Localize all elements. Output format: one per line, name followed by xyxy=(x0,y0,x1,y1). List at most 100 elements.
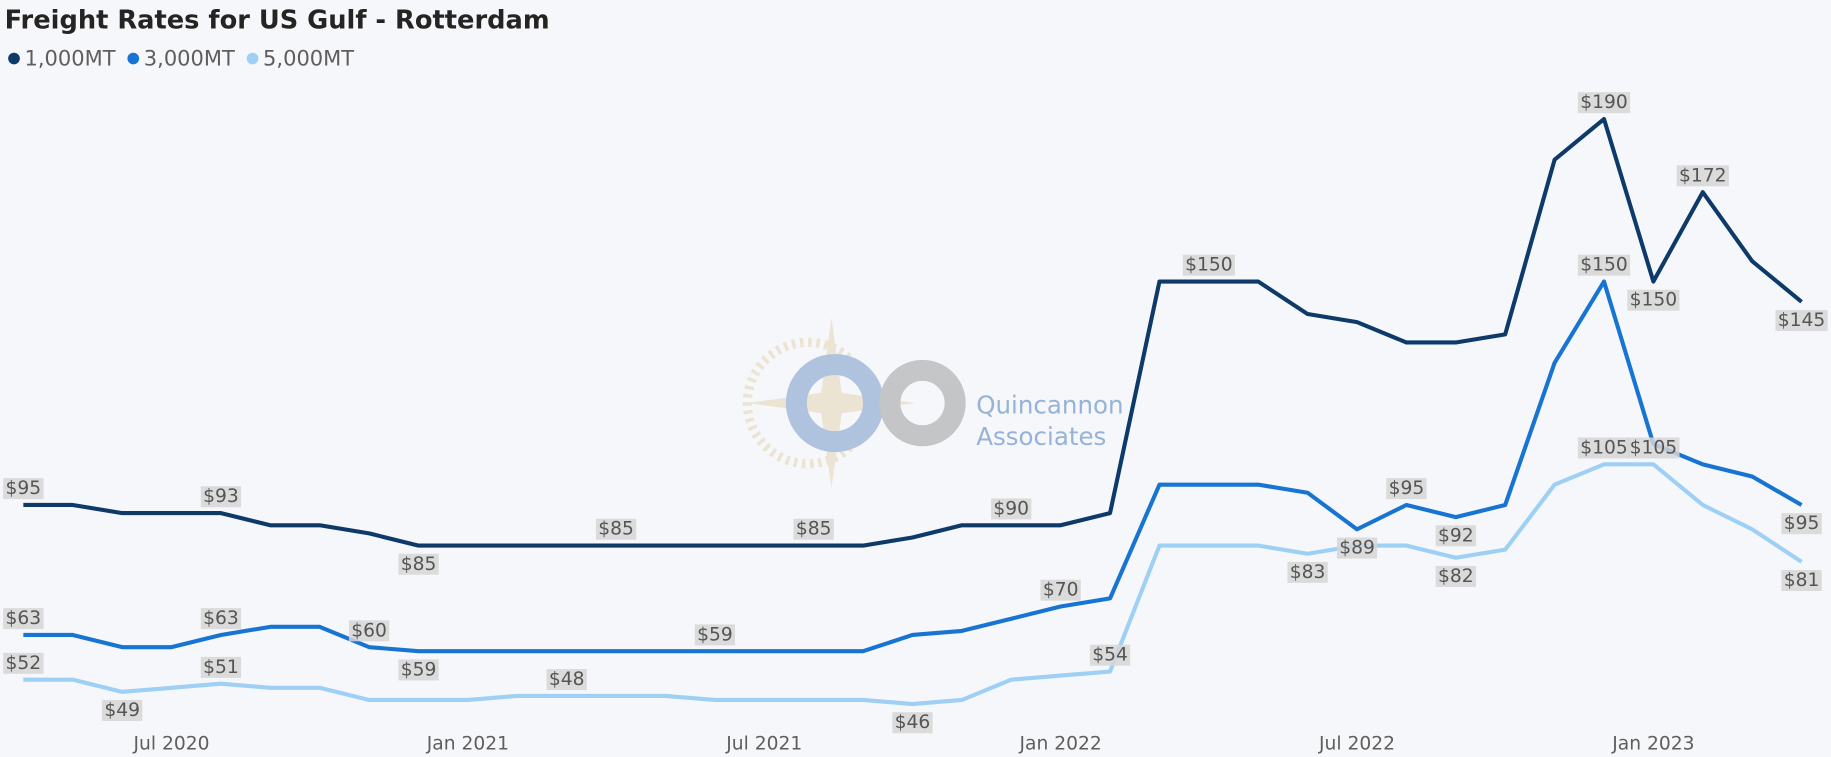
data-label: $145 xyxy=(1775,310,1828,332)
x-tick-label: Jan 2023 xyxy=(1611,733,1694,754)
data-label: $46 xyxy=(892,712,933,734)
data-label: $54 xyxy=(1089,644,1131,666)
data-label-box xyxy=(793,518,834,540)
data-label-text: $85 xyxy=(401,554,437,575)
data-label-box xyxy=(991,498,1032,520)
data-label: $90 xyxy=(991,498,1032,520)
data-label-box xyxy=(1435,525,1476,547)
data-label-box xyxy=(1040,579,1081,601)
data-label-text: $49 xyxy=(104,700,140,721)
data-label-box xyxy=(3,652,44,674)
data-label-text: $105 xyxy=(1580,437,1628,458)
data-label-text: $95 xyxy=(1784,513,1820,534)
data-label-text: $63 xyxy=(6,608,42,629)
data-label: $63 xyxy=(200,608,242,630)
data-label: $105 xyxy=(1627,437,1680,459)
data-label-box xyxy=(398,659,439,681)
data-label-box xyxy=(1435,565,1476,587)
data-label: $60 xyxy=(348,620,390,642)
data-label-box xyxy=(1627,437,1680,459)
data-label-box xyxy=(101,700,143,722)
x-tick-label: Jul 2020 xyxy=(133,733,210,754)
data-label-text: $145 xyxy=(1778,310,1826,331)
data-label-text: $85 xyxy=(796,519,832,540)
data-label-text: $63 xyxy=(203,608,239,629)
data-label: $150 xyxy=(1627,289,1680,311)
data-label: $81 xyxy=(1781,570,1822,592)
data-label-box xyxy=(1577,437,1631,459)
legend-marker xyxy=(8,52,20,65)
watermark-text: Associates xyxy=(976,422,1106,451)
legend-label: 1,000MT xyxy=(25,46,116,71)
data-label-text: $95 xyxy=(1389,478,1425,499)
data-label-box xyxy=(892,712,933,734)
data-label: $83 xyxy=(1287,561,1328,583)
data-label-box xyxy=(1627,289,1680,311)
data-label-box xyxy=(1336,537,1378,559)
data-label-box xyxy=(3,608,44,630)
data-label: $89 xyxy=(1336,537,1378,559)
chart-title: Freight Rates for US Gulf - Rotterdam xyxy=(5,6,550,36)
data-label: $92 xyxy=(1435,525,1476,547)
data-label-text: $92 xyxy=(1438,525,1474,546)
series-line xyxy=(23,279,1803,654)
data-label-box xyxy=(3,478,44,500)
data-label: $150 xyxy=(1182,254,1235,276)
data-label-box xyxy=(200,608,242,630)
data-label: $85 xyxy=(398,553,439,575)
data-label: $95 xyxy=(1781,513,1822,535)
data-label: $82 xyxy=(1435,565,1476,587)
data-label: $95 xyxy=(1386,478,1427,500)
data-label-text: $172 xyxy=(1679,165,1727,186)
x-tick-label: Jan 2022 xyxy=(1019,733,1102,754)
data-label: $70 xyxy=(1040,579,1081,601)
data-label-text: $48 xyxy=(549,669,585,690)
data-label: $105 xyxy=(1577,437,1631,459)
data-label-box xyxy=(1287,561,1328,583)
data-label-text: $90 xyxy=(993,498,1029,519)
data-label: $49 xyxy=(101,700,143,722)
legend-label: 3,000MT xyxy=(144,46,235,71)
watermark-logo xyxy=(742,317,966,489)
data-label-box xyxy=(595,518,637,540)
data-label-text: $81 xyxy=(1784,570,1820,591)
data-label: $150 xyxy=(1577,254,1631,276)
data-label-text: $105 xyxy=(1630,437,1678,458)
data-label-box xyxy=(1577,254,1631,276)
data-label-box xyxy=(1775,310,1828,332)
data-label: $59 xyxy=(694,624,736,646)
data-label: $52 xyxy=(3,652,44,674)
x-tick-label: Jan 2021 xyxy=(426,733,509,754)
data-label-box xyxy=(348,620,390,642)
data-label-box xyxy=(1089,644,1131,666)
data-label-text: $150 xyxy=(1580,255,1628,276)
data-label-text: $59 xyxy=(697,624,733,645)
watermark-text: Quincannon xyxy=(976,391,1123,420)
data-label-text: $150 xyxy=(1630,290,1678,311)
data-label: $48 xyxy=(546,669,587,691)
data-label-box xyxy=(1676,165,1729,187)
data-label-text: $54 xyxy=(1092,645,1128,666)
data-label-box xyxy=(694,624,736,646)
data-label: $51 xyxy=(200,656,242,678)
data-label-text: $70 xyxy=(1043,580,1079,601)
data-label-box xyxy=(1781,513,1822,535)
data-label-text: $60 xyxy=(351,620,387,641)
data-label-text: $46 xyxy=(895,712,931,733)
data-label-box xyxy=(200,486,242,508)
data-label-box xyxy=(546,669,587,691)
data-label-box xyxy=(1182,254,1235,276)
data-label-text: $150 xyxy=(1185,255,1233,276)
legend-marker xyxy=(246,52,259,65)
x-tick-label: Jul 2022 xyxy=(1318,733,1395,754)
data-label-text: $82 xyxy=(1438,566,1474,587)
data-label-box xyxy=(1781,570,1822,592)
data-label-box xyxy=(398,553,439,575)
legend-label: 5,000MT xyxy=(263,46,354,71)
data-label-box xyxy=(1386,478,1427,500)
data-label-text: $93 xyxy=(203,486,239,507)
data-label-text: $89 xyxy=(1339,538,1375,559)
data-label: $59 xyxy=(398,659,439,681)
data-label: $85 xyxy=(793,518,834,540)
data-label: $85 xyxy=(595,518,637,540)
